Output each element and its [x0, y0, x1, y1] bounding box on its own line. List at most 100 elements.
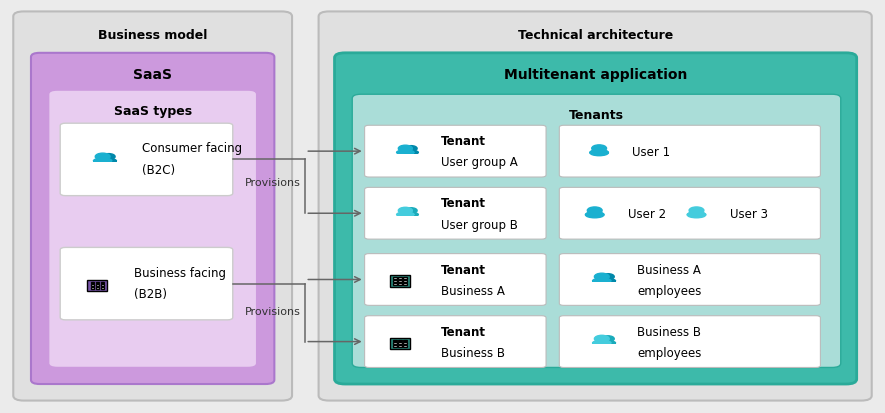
FancyBboxPatch shape — [559, 254, 820, 306]
FancyBboxPatch shape — [398, 284, 402, 285]
FancyBboxPatch shape — [365, 188, 546, 240]
FancyBboxPatch shape — [398, 343, 402, 344]
FancyBboxPatch shape — [88, 280, 107, 292]
Polygon shape — [396, 150, 414, 153]
FancyBboxPatch shape — [101, 282, 104, 284]
Text: Tenant: Tenant — [441, 135, 486, 148]
Circle shape — [588, 207, 602, 214]
Polygon shape — [586, 212, 604, 215]
FancyBboxPatch shape — [404, 346, 407, 347]
FancyBboxPatch shape — [319, 12, 872, 401]
FancyBboxPatch shape — [393, 281, 396, 282]
Text: Provisions: Provisions — [244, 306, 301, 316]
FancyBboxPatch shape — [393, 284, 396, 285]
Text: User 1: User 1 — [632, 145, 670, 158]
Circle shape — [602, 274, 614, 280]
Text: (B2B): (B2B) — [134, 288, 166, 301]
FancyBboxPatch shape — [31, 54, 274, 384]
FancyBboxPatch shape — [559, 126, 820, 178]
FancyBboxPatch shape — [90, 288, 94, 290]
Text: SaaS types: SaaS types — [113, 105, 192, 118]
FancyBboxPatch shape — [365, 254, 546, 306]
Circle shape — [689, 207, 704, 214]
FancyBboxPatch shape — [393, 343, 396, 344]
FancyBboxPatch shape — [96, 282, 99, 284]
Circle shape — [602, 336, 614, 342]
Ellipse shape — [586, 212, 604, 218]
FancyBboxPatch shape — [335, 54, 857, 384]
Polygon shape — [590, 150, 608, 153]
Circle shape — [398, 146, 412, 152]
FancyBboxPatch shape — [398, 281, 402, 282]
Text: Multitenant application: Multitenant application — [504, 67, 688, 81]
Circle shape — [103, 154, 115, 160]
FancyBboxPatch shape — [559, 188, 820, 240]
FancyBboxPatch shape — [101, 288, 104, 290]
FancyBboxPatch shape — [60, 124, 233, 196]
FancyBboxPatch shape — [101, 285, 104, 287]
Ellipse shape — [590, 150, 608, 157]
Circle shape — [595, 335, 609, 342]
FancyBboxPatch shape — [365, 126, 546, 178]
FancyBboxPatch shape — [393, 340, 396, 342]
Circle shape — [96, 154, 110, 161]
FancyBboxPatch shape — [90, 282, 94, 284]
FancyBboxPatch shape — [96, 288, 99, 290]
FancyBboxPatch shape — [60, 248, 233, 320]
FancyBboxPatch shape — [49, 91, 257, 368]
FancyBboxPatch shape — [398, 278, 402, 280]
FancyBboxPatch shape — [398, 346, 402, 347]
Text: Business B: Business B — [441, 346, 504, 359]
FancyBboxPatch shape — [365, 316, 546, 368]
Text: Business A: Business A — [441, 284, 504, 297]
Text: SaaS: SaaS — [133, 67, 173, 81]
Text: employees: employees — [637, 346, 702, 359]
FancyBboxPatch shape — [559, 316, 820, 368]
Text: Business model: Business model — [98, 28, 207, 42]
Text: Business B: Business B — [637, 325, 701, 338]
Text: Business A: Business A — [637, 263, 701, 276]
Ellipse shape — [688, 212, 705, 218]
Circle shape — [405, 208, 417, 214]
Text: Provisions: Provisions — [244, 178, 301, 188]
FancyBboxPatch shape — [90, 285, 94, 287]
Text: User 2: User 2 — [628, 207, 666, 220]
FancyBboxPatch shape — [404, 343, 407, 344]
FancyBboxPatch shape — [13, 12, 292, 401]
Text: Tenant: Tenant — [441, 263, 486, 276]
FancyBboxPatch shape — [390, 338, 410, 349]
Circle shape — [592, 145, 606, 152]
Polygon shape — [396, 212, 414, 215]
Text: Technical architecture: Technical architecture — [518, 28, 673, 42]
FancyBboxPatch shape — [404, 340, 407, 342]
FancyBboxPatch shape — [398, 340, 402, 342]
Polygon shape — [404, 151, 419, 153]
Polygon shape — [688, 212, 705, 215]
FancyBboxPatch shape — [96, 285, 99, 287]
Text: User 3: User 3 — [730, 207, 768, 220]
Text: User group B: User group B — [441, 218, 518, 231]
Text: Consumer facing: Consumer facing — [142, 142, 242, 155]
FancyBboxPatch shape — [352, 95, 841, 368]
Text: User group A: User group A — [441, 156, 518, 169]
Circle shape — [595, 273, 609, 280]
Text: Business facing: Business facing — [134, 266, 226, 279]
Circle shape — [405, 146, 417, 152]
Polygon shape — [600, 341, 616, 343]
Polygon shape — [593, 278, 611, 281]
FancyBboxPatch shape — [390, 276, 410, 287]
FancyBboxPatch shape — [404, 284, 407, 285]
FancyBboxPatch shape — [393, 346, 396, 347]
Polygon shape — [600, 279, 616, 281]
Text: (B2C): (B2C) — [142, 164, 175, 177]
Polygon shape — [404, 213, 419, 215]
Circle shape — [398, 208, 412, 214]
Text: employees: employees — [637, 284, 702, 297]
Polygon shape — [94, 159, 112, 161]
Polygon shape — [593, 340, 611, 343]
Text: Tenants: Tenants — [569, 108, 624, 121]
FancyBboxPatch shape — [404, 278, 407, 280]
Text: Tenant: Tenant — [441, 197, 486, 210]
FancyBboxPatch shape — [404, 281, 407, 282]
FancyBboxPatch shape — [393, 278, 396, 280]
